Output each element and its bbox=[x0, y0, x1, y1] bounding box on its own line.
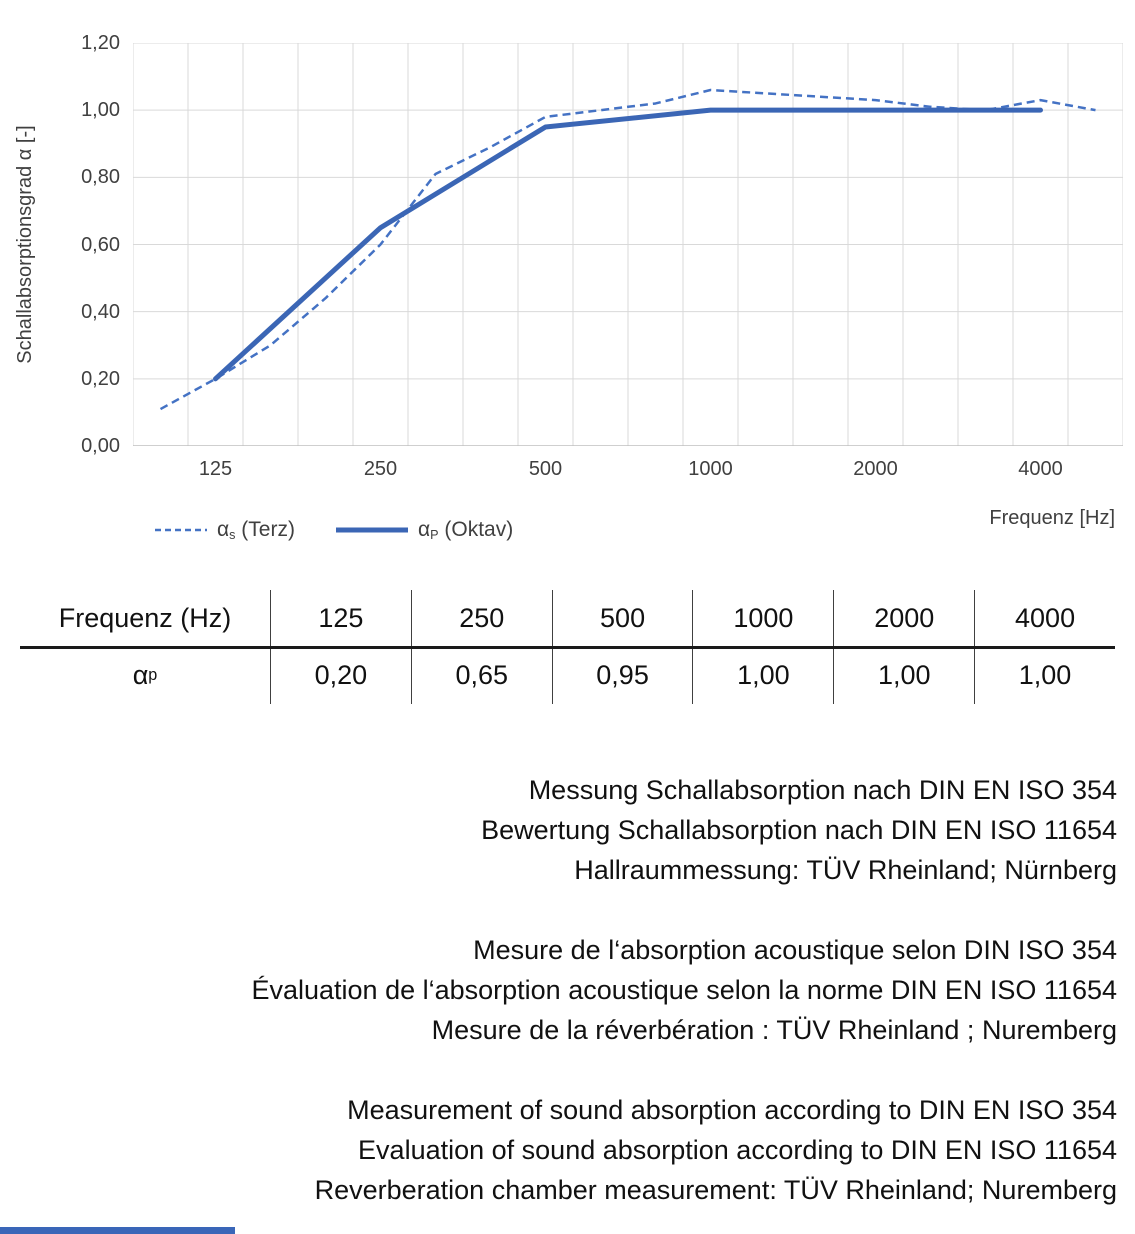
table-value-cell: 0,95 bbox=[596, 660, 649, 690]
y-tick-label: 0,60 bbox=[81, 233, 120, 256]
alpha-p-table: Frequenz (Hz) α p 125 0,20 250 0,65 500 0,95 1000… bbox=[20, 590, 1115, 704]
x-tick-label: 250 bbox=[363, 458, 398, 480]
table-header-cell: Frequenz (Hz) bbox=[58, 603, 232, 633]
note-line: Mesure de l‘absorption acoustique selon … bbox=[473, 935, 1117, 965]
x-axis-title: Frequenz [Hz] bbox=[989, 507, 1115, 529]
note-line: Mesure de la réverbération : TÜV Rheinla… bbox=[431, 1015, 1117, 1045]
note-line: Bewertung Schallabsorption nach DIN EN I… bbox=[481, 815, 1117, 845]
note-line: Hallraummessung: TÜV Rheinland; Nürnberg bbox=[574, 855, 1117, 885]
table-label-column: Frequenz (Hz) α p bbox=[20, 590, 270, 704]
y-axis-title: Schallabsorptionsgrad α [-] bbox=[14, 125, 36, 364]
x-tick-label: 500 bbox=[528, 458, 563, 480]
y-tick-label: 0,20 bbox=[81, 367, 120, 390]
dashed-line-swatch bbox=[155, 528, 207, 532]
table-value-column: 250 0,65 bbox=[410, 590, 552, 704]
x-tick-label: 125 bbox=[198, 458, 233, 480]
table-value-cell: 1,00 bbox=[1018, 660, 1072, 690]
y-tick-label: 0,40 bbox=[81, 300, 120, 323]
table-value-column: 2000 1,00 bbox=[833, 590, 974, 704]
note-block-english: Measurement of sound absorption accordin… bbox=[315, 1090, 1117, 1210]
y-tick-label: 0,80 bbox=[81, 166, 120, 189]
table-value-cell: 1,00 bbox=[877, 660, 931, 690]
note-line: Measurement of sound absorption accordin… bbox=[347, 1095, 1117, 1125]
series-alpha-p-oktav bbox=[213, 107, 1043, 382]
table-value-cell: 0,65 bbox=[455, 660, 509, 690]
absorption-chart: Schallabsorptionsgrad α [-] 1,20 1,00 0,80… bbox=[0, 0, 1135, 585]
table-value-column: 1000 1,00 bbox=[692, 590, 833, 704]
table-header-cell: 4000 bbox=[1015, 603, 1076, 633]
y-tick-label: 0,00 bbox=[81, 435, 120, 457]
table-value-cell: 1,00 bbox=[737, 660, 790, 690]
series-alpha-s-terz bbox=[159, 88, 1096, 411]
y-tick-label: 1,20 bbox=[81, 32, 120, 54]
table-header-cell: 125 bbox=[318, 603, 364, 633]
table-divider-line bbox=[20, 646, 1115, 649]
plot-svg bbox=[133, 43, 1123, 446]
table-value-cell: 0,20 bbox=[314, 660, 368, 690]
table-header-cell: 500 bbox=[600, 603, 646, 633]
legend-item-oktav: αP (Oktav) bbox=[336, 518, 513, 542]
y-tick-label: 1,00 bbox=[81, 99, 120, 122]
legend-label-oktav: αP (Oktav) bbox=[418, 518, 514, 543]
legend-item-terz: αs (Terz) bbox=[155, 518, 295, 542]
note-block-french: Mesure de l‘absorption acoustique selon … bbox=[251, 930, 1117, 1050]
note-line: Évaluation de l‘absorption acoustique se… bbox=[251, 975, 1117, 1005]
footer-accent-bar bbox=[0, 1227, 235, 1234]
table-header-cell: 1000 bbox=[733, 603, 794, 633]
note-line: Messung Schallabsorption nach DIN EN ISO… bbox=[528, 775, 1117, 805]
x-tick-label: 1000 bbox=[688, 458, 733, 480]
legend-label-terz: αs (Terz) bbox=[217, 518, 295, 543]
table-value-column: 4000 1,00 bbox=[974, 590, 1115, 704]
solid-line-swatch bbox=[336, 527, 408, 533]
table-header-cell: 250 bbox=[459, 603, 505, 633]
table-header-cell: 2000 bbox=[874, 603, 935, 633]
note-line: Reverberation chamber measurement: TÜV R… bbox=[314, 1175, 1117, 1205]
x-tick-label: 2000 bbox=[853, 458, 898, 480]
x-tick-label: 4000 bbox=[1018, 458, 1063, 480]
note-block-german: Messung Schallabsorption nach DIN EN ISO… bbox=[481, 770, 1117, 890]
note-line: Evaluation of sound absorption according… bbox=[358, 1135, 1117, 1165]
